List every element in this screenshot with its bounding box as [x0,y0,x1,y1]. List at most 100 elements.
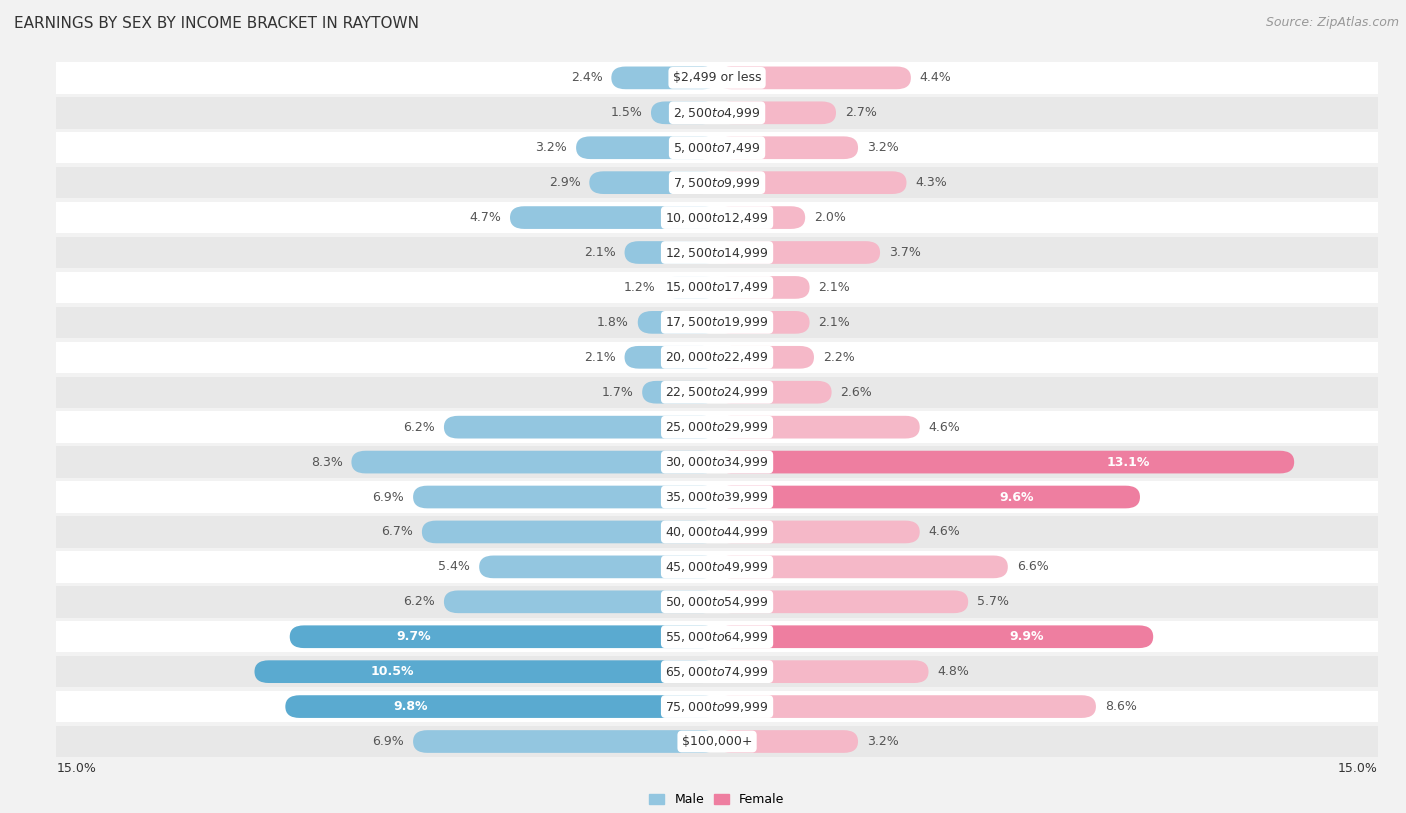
FancyBboxPatch shape [717,590,969,613]
Text: 2.4%: 2.4% [571,72,603,85]
Text: 4.6%: 4.6% [928,525,960,538]
Text: EARNINGS BY SEX BY INCOME BRACKET IN RAYTOWN: EARNINGS BY SEX BY INCOME BRACKET IN RAY… [14,16,419,31]
Text: 8.3%: 8.3% [311,455,343,468]
Text: 4.6%: 4.6% [928,420,960,433]
FancyBboxPatch shape [717,730,858,753]
FancyBboxPatch shape [717,625,1153,648]
Text: $7,500 to $9,999: $7,500 to $9,999 [673,176,761,189]
Text: 4.3%: 4.3% [915,176,948,189]
Bar [56,132,1378,163]
Text: 9.9%: 9.9% [1010,630,1045,643]
Bar [56,376,1378,408]
FancyBboxPatch shape [717,660,928,683]
FancyBboxPatch shape [717,380,831,403]
Text: 8.6%: 8.6% [1105,700,1136,713]
Text: $50,000 to $54,999: $50,000 to $54,999 [665,595,769,609]
Text: 6.7%: 6.7% [381,525,413,538]
Text: $55,000 to $64,999: $55,000 to $64,999 [665,630,769,644]
Text: 2.1%: 2.1% [583,246,616,259]
FancyBboxPatch shape [254,660,717,683]
FancyBboxPatch shape [352,450,717,473]
Text: $65,000 to $74,999: $65,000 to $74,999 [665,665,769,679]
Text: $40,000 to $44,999: $40,000 to $44,999 [665,525,769,539]
Text: $45,000 to $49,999: $45,000 to $49,999 [665,560,769,574]
Text: $22,500 to $24,999: $22,500 to $24,999 [665,385,769,399]
FancyBboxPatch shape [717,346,814,368]
Text: 3.7%: 3.7% [889,246,921,259]
Text: 15.0%: 15.0% [1339,762,1378,775]
Text: $17,500 to $19,999: $17,500 to $19,999 [665,315,769,329]
FancyBboxPatch shape [290,625,717,648]
Text: Source: ZipAtlas.com: Source: ZipAtlas.com [1265,16,1399,29]
Bar [56,481,1378,513]
FancyBboxPatch shape [717,137,858,159]
Text: 2.7%: 2.7% [845,107,877,120]
FancyBboxPatch shape [643,380,717,403]
Text: 4.4%: 4.4% [920,72,952,85]
Bar [56,307,1378,338]
Text: 2.1%: 2.1% [818,281,851,294]
Text: 2.2%: 2.2% [823,350,855,363]
Text: 15.0%: 15.0% [56,762,96,775]
Text: 4.7%: 4.7% [470,211,501,224]
FancyBboxPatch shape [717,555,1008,578]
FancyBboxPatch shape [717,415,920,438]
FancyBboxPatch shape [624,241,717,264]
Bar [56,726,1378,757]
Bar [56,62,1378,93]
Text: $100,000+: $100,000+ [682,735,752,748]
Bar [56,167,1378,198]
Text: 9.7%: 9.7% [396,630,432,643]
Text: $10,000 to $12,499: $10,000 to $12,499 [665,211,769,224]
Bar [56,411,1378,443]
Text: 9.6%: 9.6% [1000,490,1035,503]
FancyBboxPatch shape [444,590,717,613]
Bar [56,691,1378,722]
Bar [56,551,1378,583]
Bar [56,341,1378,373]
Text: 3.2%: 3.2% [868,735,898,748]
Text: 10.5%: 10.5% [370,665,413,678]
FancyBboxPatch shape [413,485,717,508]
Text: $35,000 to $39,999: $35,000 to $39,999 [665,490,769,504]
FancyBboxPatch shape [510,207,717,229]
Text: 5.7%: 5.7% [977,595,1010,608]
Bar [56,237,1378,268]
Text: 6.9%: 6.9% [373,735,405,748]
FancyBboxPatch shape [717,207,806,229]
FancyBboxPatch shape [717,276,810,299]
FancyBboxPatch shape [612,67,717,89]
Bar [56,97,1378,128]
Bar [56,516,1378,548]
Text: $2,500 to $4,999: $2,500 to $4,999 [673,106,761,120]
Text: 1.8%: 1.8% [598,316,628,329]
FancyBboxPatch shape [651,102,717,124]
FancyBboxPatch shape [717,311,810,333]
Text: 6.2%: 6.2% [404,420,434,433]
Text: $75,000 to $99,999: $75,000 to $99,999 [665,700,769,714]
Text: 6.9%: 6.9% [373,490,405,503]
Text: 6.2%: 6.2% [404,595,434,608]
Text: 2.0%: 2.0% [814,211,846,224]
Bar [56,202,1378,233]
Text: 13.1%: 13.1% [1107,455,1150,468]
FancyBboxPatch shape [717,241,880,264]
Text: 5.4%: 5.4% [439,560,471,573]
FancyBboxPatch shape [413,730,717,753]
FancyBboxPatch shape [638,311,717,333]
FancyBboxPatch shape [576,137,717,159]
Text: 2.6%: 2.6% [841,385,872,398]
FancyBboxPatch shape [664,276,717,299]
Text: 1.7%: 1.7% [602,385,633,398]
FancyBboxPatch shape [717,520,920,543]
Text: 4.8%: 4.8% [938,665,969,678]
FancyBboxPatch shape [285,695,717,718]
Text: $20,000 to $22,499: $20,000 to $22,499 [665,350,769,364]
Text: 2.9%: 2.9% [548,176,581,189]
FancyBboxPatch shape [717,485,1140,508]
Text: $2,499 or less: $2,499 or less [673,72,761,85]
Text: 3.2%: 3.2% [536,141,567,154]
FancyBboxPatch shape [422,520,717,543]
Text: 1.2%: 1.2% [624,281,655,294]
Text: $15,000 to $17,499: $15,000 to $17,499 [665,280,769,294]
